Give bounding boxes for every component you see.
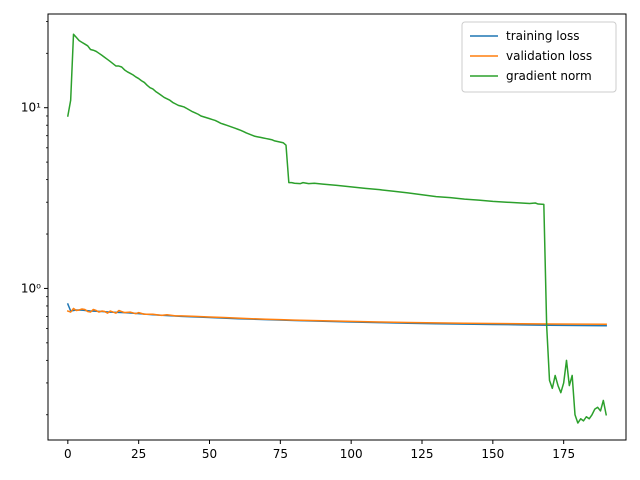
legend-label: gradient norm [506,69,592,83]
series-line-validation-loss [66,307,607,325]
y-tick-label: 10¹ [21,101,41,115]
x-tick-label: 75 [273,447,288,461]
x-tick-label: 175 [552,447,575,461]
y-tick-label: 10⁰ [21,281,41,295]
x-tick-label: 0 [64,447,72,461]
plot-frame [47,13,627,441]
x-tick-label: 50 [202,447,217,461]
x-tick-label: 100 [340,447,363,461]
x-tick-label: 150 [481,447,504,461]
series-line-gradient-norm [66,33,608,424]
x-tick-label: 125 [411,447,434,461]
legend-label: validation loss [506,49,592,63]
legend-label: training loss [506,29,579,43]
legend: training loss validation loss gradient nor… [461,21,617,93]
legend-box [461,21,617,93]
x-tick-label: 25 [131,447,146,461]
axes-layer: 0 25 50 75 100 125 150 175 10⁰ 10¹ [21,21,575,461]
series-layer [66,33,608,424]
